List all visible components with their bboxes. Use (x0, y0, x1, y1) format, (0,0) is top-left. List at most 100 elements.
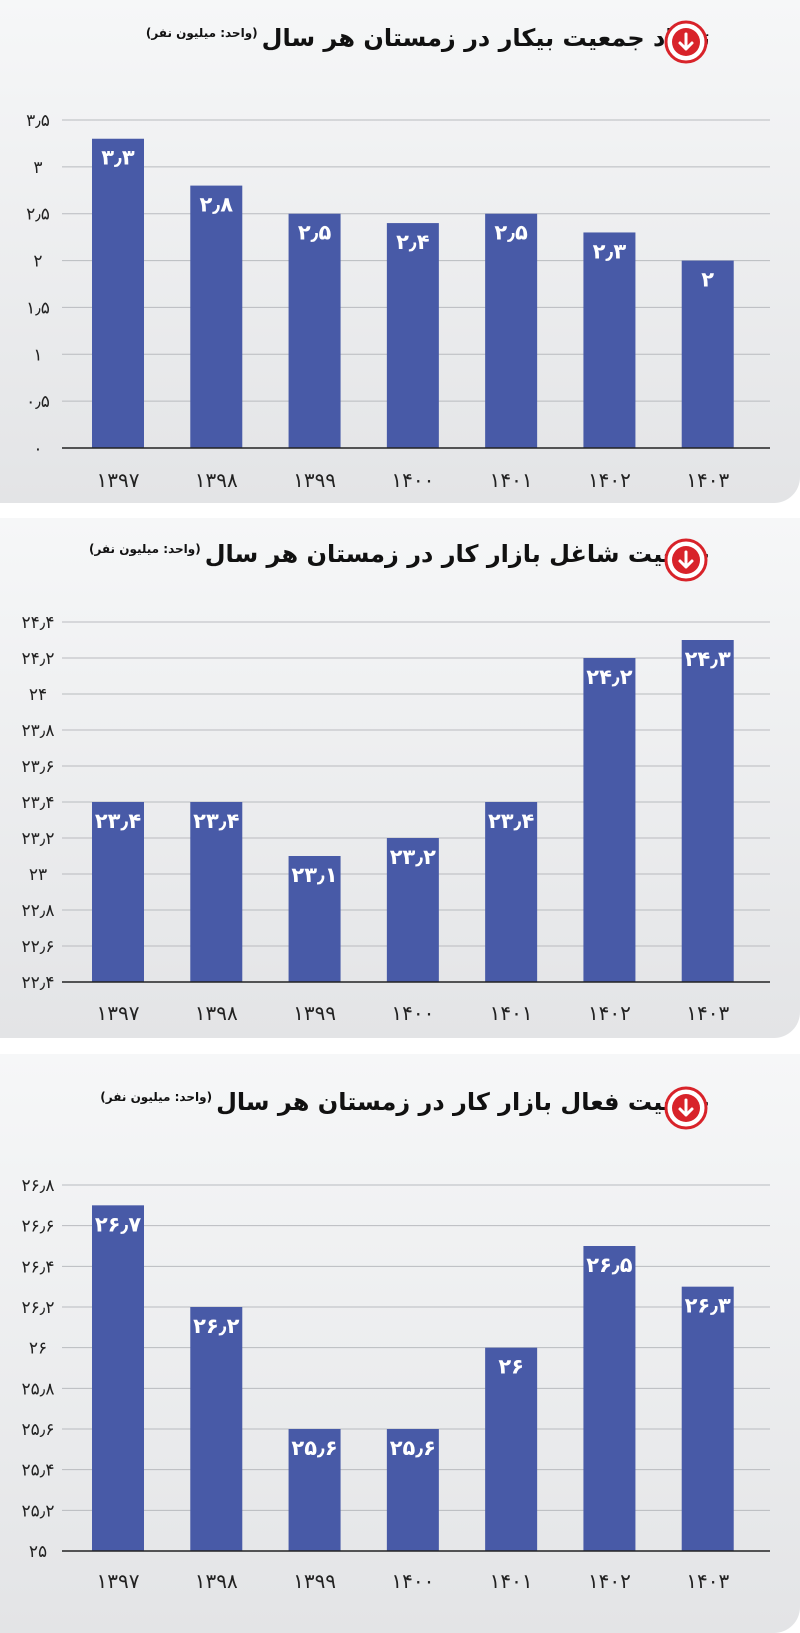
y-tick-label: ۲۶٫۶ (22, 1217, 55, 1237)
chart-panel-employed: (واحد: میلیون نفر) جمعیت شاغل بازار کار … (0, 518, 800, 1038)
y-tick-label: ۲۴٫۴ (22, 613, 55, 633)
bar-chart-employed: ۲۲٫۴ ۲۲٫۶ ۲۲٫۸ ۲۳ ۲۳٫۲ ۲۳٫۴ ۲۳٫۶ ۲۳٫۸ ۲۴ ۲۴٫۲ ۲۴٫۴… (22, 613, 770, 1025)
data-label: ۲۴٫۳ (685, 647, 731, 671)
chart-unit: (واحد: میلیون نفر) (145, 26, 258, 40)
y-tick-label: ۲۳٫۸ (22, 721, 55, 741)
bar (485, 802, 538, 982)
data-label: ۲۳٫۱ (291, 863, 337, 887)
chart-title-row: (واحد: میلیون نفر) جمعیت شاغل بازار کار … (89, 540, 710, 568)
data-label: ۲۶٫۳ (685, 1294, 731, 1318)
chart-panel-active: (واحد: میلیون نفر) جمعیت فعال بازار کار … (0, 1054, 800, 1633)
x-tick-label: ۱۴۰۰ (391, 1001, 434, 1025)
y-tick-label: ۲۴٫۲ (22, 649, 55, 669)
bar (92, 802, 144, 982)
chart-title: جمعیت فعال بازار کار در زمستان هر سال (216, 1088, 710, 1116)
y-tick-label: ۳ (33, 158, 42, 178)
bar (386, 223, 439, 448)
bar (190, 185, 243, 448)
x-tick-label: ۱۴۰۲ (588, 468, 631, 492)
data-label: ۲۶٫۵ (586, 1253, 632, 1277)
x-tick-label: ۱۳۹۸ (195, 1001, 238, 1025)
bar-chart-active: ۲۵ ۲۵٫۲ ۲۵٫۴ ۲۵٫۶ ۲۵٫۸ ۲۶ ۲۶٫۲ ۲۶٫۴ ۲۶٫۶ ۲۶٫۸ ۲۶٫۷… (22, 1176, 770, 1593)
y-tick-label: ۲۴ (29, 685, 47, 705)
y-tick-label: ۰٫۵ (26, 392, 50, 412)
bar (92, 138, 144, 448)
data-label: ۲۳٫۴ (488, 809, 534, 833)
x-tick-label: ۱۴۰۳ (686, 468, 729, 492)
bar (190, 1307, 243, 1551)
data-label: ۲۶ (498, 1355, 524, 1379)
x-tick-label: ۱۴۰۱ (490, 1569, 533, 1593)
data-label: ۲۶٫۲ (193, 1314, 239, 1338)
y-tick-label: ۲۳٫۶ (22, 757, 55, 777)
data-label: ۲۳٫۴ (95, 809, 141, 833)
chart-panel-unemployed: (واحد: میلیون نفر) تعداد جمعیت بیکار در … (0, 0, 800, 503)
data-label: ۲٫۵ (494, 221, 528, 245)
y-tick-label: ۳٫۵ (26, 111, 50, 131)
bar (485, 1347, 538, 1551)
y-tick-label: ۲۵٫۲ (22, 1501, 55, 1521)
data-label: ۲۴٫۲ (586, 665, 632, 689)
y-tick-label: ۱٫۵ (26, 298, 50, 318)
y-tick-label: ۲۶٫۲ (22, 1298, 55, 1318)
data-label: ۲۳٫۲ (390, 845, 436, 869)
down-arrow-circle-icon (664, 1086, 708, 1130)
down-arrow-circle-icon (664, 20, 708, 64)
x-tick-label: ۱۳۹۹ (293, 468, 336, 492)
x-tick-label: ۱۳۹۸ (195, 1569, 238, 1593)
data-label: ۲۶٫۷ (95, 1212, 141, 1236)
data-label: ۲۳٫۴ (193, 809, 239, 833)
bar (681, 1286, 734, 1551)
x-tick-label: ۱۴۰۳ (686, 1001, 729, 1025)
x-tick-label: ۱۴۰۰ (391, 468, 434, 492)
bar (288, 856, 341, 982)
y-tick-label: ۲۵٫۶ (22, 1420, 55, 1440)
x-tick-label: ۱۴۰۰ (391, 1569, 434, 1593)
y-tick-label: ۲۳٫۲ (22, 829, 55, 849)
y-tick-label: ۲۵٫۸ (22, 1379, 55, 1399)
down-arrow-circle-icon (664, 538, 708, 582)
y-tick-label: ۲۵٫۴ (22, 1461, 55, 1481)
chart-unit: (واحد: میلیون نفر) (100, 1090, 213, 1104)
y-tick-label: ۲۳ (29, 865, 47, 885)
y-tick-label: ۲۲٫۶ (22, 937, 55, 957)
bar (386, 838, 439, 982)
bar (92, 1205, 144, 1551)
chart-title: تعداد جمعیت بیکار در زمستان هر سال (261, 24, 710, 52)
bar (288, 213, 341, 448)
y-tick-label: ۲۲٫۴ (22, 973, 55, 993)
chart-title-row: (واحد: میلیون نفر) تعداد جمعیت بیکار در … (146, 24, 710, 52)
chart-title-row: (واحد: میلیون نفر) جمعیت فعال بازار کار … (100, 1088, 710, 1116)
x-tick-label: ۱۴۰۲ (588, 1569, 631, 1593)
data-label: ۲٫۳ (593, 239, 627, 263)
data-label: ۲۵٫۶ (291, 1436, 337, 1460)
y-tick-label: ۲۶٫۸ (22, 1176, 55, 1196)
y-tick-label: ۲۶٫۴ (22, 1257, 55, 1277)
y-tick-label: ۲٫۵ (26, 205, 50, 225)
bar-chart-unemployed: ۰ ۰٫۵ ۱ ۱٫۵ ۲ ۲٫۵ ۳ ۳٫۵ ۳٫۳ ۱۳۹۷ ۲٫۸ ۱۳۹۸ ۲٫۵ ۱۳۹۹ ۲٫۴… (26, 111, 770, 492)
bar (386, 1429, 439, 1551)
bar (190, 802, 243, 982)
x-tick-label: ۱۳۹۷ (97, 1001, 140, 1025)
x-tick-label: ۱۳۹۷ (97, 1569, 140, 1593)
y-tick-label: ۲۲٫۸ (22, 901, 55, 921)
bar (485, 213, 538, 448)
bar (681, 260, 734, 448)
bar (583, 1246, 636, 1551)
chart-unit: (واحد: میلیون نفر) (88, 542, 201, 556)
x-tick-label: ۱۴۰۱ (490, 468, 533, 492)
y-tick-label: ۰ (33, 439, 42, 459)
data-label: ۳٫۳ (101, 146, 135, 170)
data-label: ۲۵٫۶ (390, 1436, 436, 1460)
x-tick-label: ۱۳۹۸ (195, 468, 238, 492)
x-tick-label: ۱۴۰۳ (686, 1569, 729, 1593)
bar (583, 232, 636, 448)
chart-title: جمعیت شاغل بازار کار در زمستان هر سال (204, 540, 710, 568)
data-label: ۲٫۴ (396, 230, 430, 254)
x-tick-label: ۱۳۹۹ (293, 1001, 336, 1025)
x-tick-label: ۱۴۰۱ (490, 1001, 533, 1025)
y-tick-label: ۲۳٫۴ (22, 793, 55, 813)
y-tick-label: ۱ (33, 345, 42, 365)
data-label: ۲٫۵ (298, 221, 332, 245)
data-label: ۲٫۸ (200, 193, 234, 217)
